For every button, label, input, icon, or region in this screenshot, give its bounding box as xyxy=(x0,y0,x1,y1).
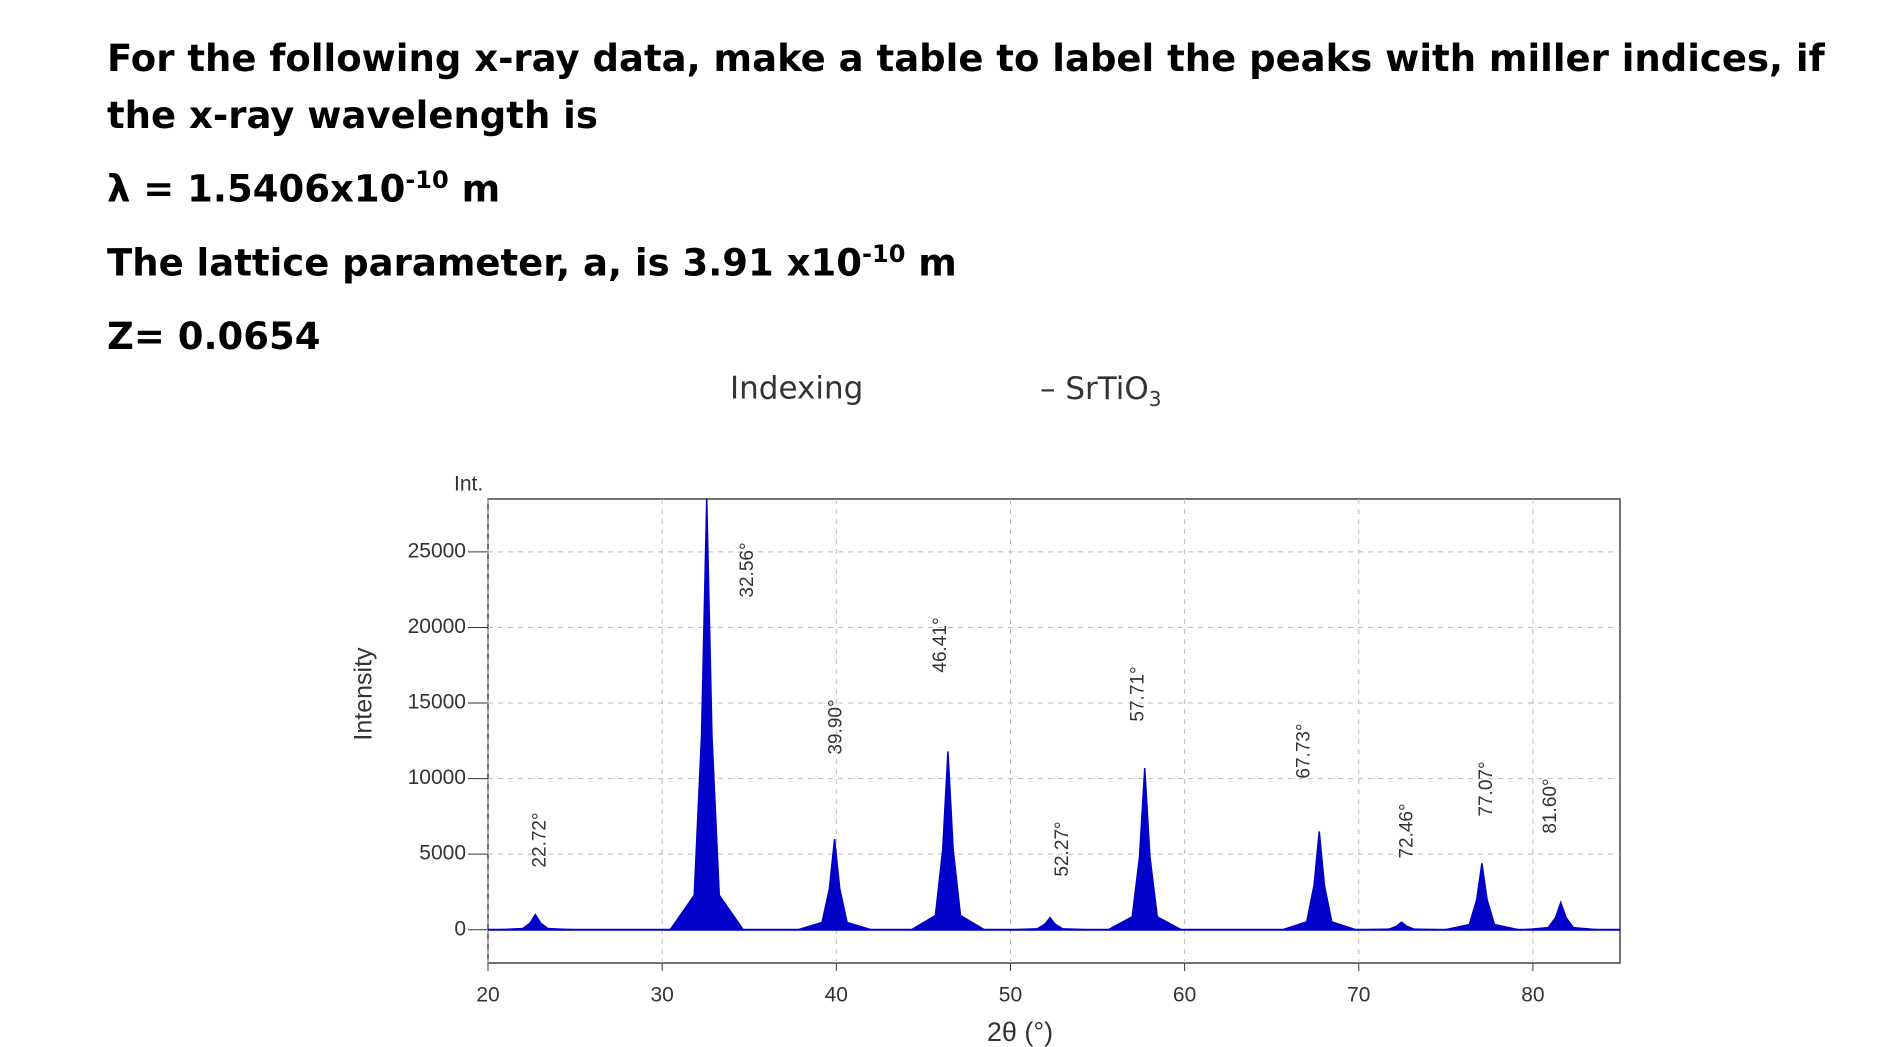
peak-label: 81.60° xyxy=(1540,778,1561,833)
peak xyxy=(498,913,572,931)
peak xyxy=(1013,916,1087,931)
peak xyxy=(1365,921,1439,931)
z-value: Z= 0.0654 xyxy=(107,315,321,358)
y-axis-label: Intensity xyxy=(350,647,378,741)
wavelength-exponent: -10 xyxy=(405,166,449,194)
peak xyxy=(1445,863,1519,931)
peak-label: 72.46° xyxy=(1397,803,1418,858)
y-tick-label: 0 xyxy=(454,917,466,940)
peak-label: 22.72° xyxy=(529,812,550,867)
peak-label: 52.27° xyxy=(1052,821,1073,876)
peak-label: 57.71° xyxy=(1128,666,1149,721)
peak xyxy=(910,751,985,931)
title-suffix: – SrTiO xyxy=(1040,371,1149,407)
peak xyxy=(797,838,872,931)
peak xyxy=(1282,831,1357,931)
plot-frame xyxy=(487,498,1621,964)
wavelength-text: λ = 1.5406x10 xyxy=(107,167,406,211)
y-tick-label: 20000 xyxy=(408,615,466,638)
question: For the following x-ray data, make a tab… xyxy=(107,37,1825,137)
x-tick-label: 80 xyxy=(1521,984,1544,1007)
peak xyxy=(1524,900,1598,931)
wavelength-unit: m xyxy=(461,167,501,211)
lattice-unit: m xyxy=(918,241,957,285)
lattice: The lattice parameter, a, is 3.91 x10-10… xyxy=(107,240,957,284)
y-tick-label: 5000 xyxy=(419,842,466,865)
y-tick-label: 25000 xyxy=(408,539,466,562)
x-tick-label: 20 xyxy=(476,984,499,1007)
x-axis-label: 2θ (°) xyxy=(987,1017,1053,1047)
peak-label: 39.90° xyxy=(826,699,847,754)
x-tick-label: 50 xyxy=(999,984,1022,1007)
peak xyxy=(1107,767,1182,931)
peak-label: 46.41° xyxy=(930,617,951,672)
plot-area xyxy=(488,499,1620,931)
chart-title: Indexing xyxy=(730,371,863,407)
x-tick-label: 60 xyxy=(1173,984,1196,1007)
y-tick-label: 10000 xyxy=(408,766,466,789)
y-unit-label: Int. xyxy=(454,473,483,496)
lattice-text: The lattice parameter, a, is 3.91 x10 xyxy=(107,241,863,285)
peak xyxy=(669,499,744,931)
title-subscript: 3 xyxy=(1149,387,1162,411)
wavelength: λ = 1.5406x10-10 m xyxy=(107,166,500,210)
peak-label: 77.07° xyxy=(1476,761,1497,816)
x-tick-label: 30 xyxy=(650,984,673,1007)
x-tick-label: 40 xyxy=(825,984,848,1007)
peak-label: 67.73° xyxy=(1293,723,1314,778)
chart-title-suffix: – SrTiO3 xyxy=(1040,371,1162,411)
peak-label: 32.56° xyxy=(737,542,758,597)
y-tick-label: 15000 xyxy=(408,691,466,714)
lattice-exponent: -10 xyxy=(862,240,906,268)
x-tick-label: 70 xyxy=(1347,984,1370,1007)
